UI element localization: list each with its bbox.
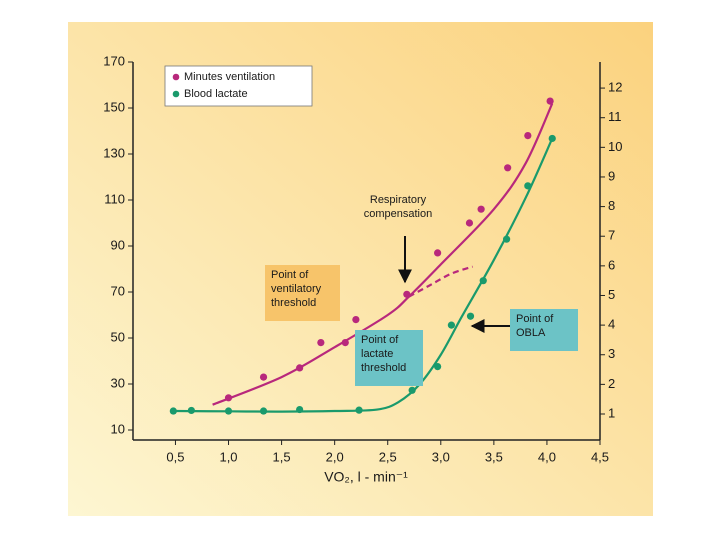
point xyxy=(187,406,195,415)
x-tick-label: 3,0 xyxy=(432,449,450,464)
y-tick-label: 50 xyxy=(111,329,125,344)
y2-tick-label: 11 xyxy=(608,109,622,124)
x-axis-label: VO₂, l - min⁻¹ xyxy=(324,469,408,485)
y2-tick-label: 6 xyxy=(608,257,615,272)
x-tick-label: 2,0 xyxy=(326,449,344,464)
legend xyxy=(164,65,313,107)
annotation: Point of xyxy=(516,313,554,325)
annotation: threshold xyxy=(271,297,316,309)
y2-tick-label: 7 xyxy=(608,228,615,243)
y2-tick-label: 2 xyxy=(608,376,615,391)
y2-tick-label: 9 xyxy=(608,168,615,183)
point xyxy=(341,339,349,347)
point xyxy=(546,97,554,105)
annotation: Point of xyxy=(271,269,309,281)
point xyxy=(477,205,485,213)
point xyxy=(403,290,411,298)
point xyxy=(466,312,475,320)
point xyxy=(296,364,304,372)
point xyxy=(296,405,304,414)
y-tick-label: 70 xyxy=(111,283,125,298)
annotation: threshold xyxy=(361,362,406,374)
point xyxy=(479,277,487,285)
point xyxy=(224,394,233,402)
y2-tick-label: 10 xyxy=(608,139,622,154)
y2-tick-label: 3 xyxy=(608,346,615,361)
x-tick-label: 0,5 xyxy=(166,449,184,464)
legend-label: Blood lactate xyxy=(184,88,248,100)
x-tick-label: 4,0 xyxy=(538,449,556,464)
annotation-box xyxy=(355,330,423,386)
legend-label: Minutes ventilation xyxy=(184,71,275,83)
y2-tick-label: 4 xyxy=(608,317,615,332)
point xyxy=(259,373,268,381)
point xyxy=(408,386,416,394)
annotation: ventilatory xyxy=(271,283,322,295)
point xyxy=(524,182,532,190)
y-tick-label: 130 xyxy=(103,145,125,160)
annotation: Point of xyxy=(361,334,399,346)
point xyxy=(548,134,556,143)
point xyxy=(224,407,233,415)
y-tick-label: 170 xyxy=(103,53,125,68)
x-tick-label: 4,5 xyxy=(591,449,609,464)
annotation-box xyxy=(265,265,340,321)
dashed-fit-line xyxy=(408,265,473,298)
point xyxy=(465,219,474,227)
panel xyxy=(68,22,653,516)
x-tick-label: 2,5 xyxy=(379,449,397,464)
y-tick-label: 90 xyxy=(111,237,125,252)
point xyxy=(504,164,512,172)
point xyxy=(434,249,442,257)
point xyxy=(447,321,456,329)
point xyxy=(352,316,360,324)
point xyxy=(259,407,268,415)
y-tick-label: 110 xyxy=(104,191,125,206)
x-tick-label: 1,0 xyxy=(219,449,237,464)
y-tick-label: 10 xyxy=(111,421,125,436)
y2-tick-label: 12 xyxy=(608,80,622,95)
point xyxy=(434,362,442,371)
point xyxy=(317,339,325,347)
legend-marker xyxy=(172,90,180,98)
point xyxy=(355,406,363,414)
y-tick-label: 30 xyxy=(111,375,125,390)
legend-marker xyxy=(172,73,180,81)
y2-tick-label: 5 xyxy=(608,287,615,302)
y-tick-label: 150 xyxy=(103,99,125,114)
y2-tick-label: 8 xyxy=(608,198,615,213)
point xyxy=(169,407,177,415)
y2-tick-label: 1 xyxy=(608,405,615,420)
point xyxy=(503,235,511,243)
x-tick-label: 1,5 xyxy=(273,449,291,464)
annotation: compensation xyxy=(364,208,433,220)
annotation: lactate xyxy=(361,348,393,360)
annotation: OBLA xyxy=(516,327,546,339)
x-tick-label: 3,5 xyxy=(485,449,503,464)
point xyxy=(524,132,532,140)
annotation: Respiratory xyxy=(370,194,427,206)
annotation-box xyxy=(510,309,578,351)
